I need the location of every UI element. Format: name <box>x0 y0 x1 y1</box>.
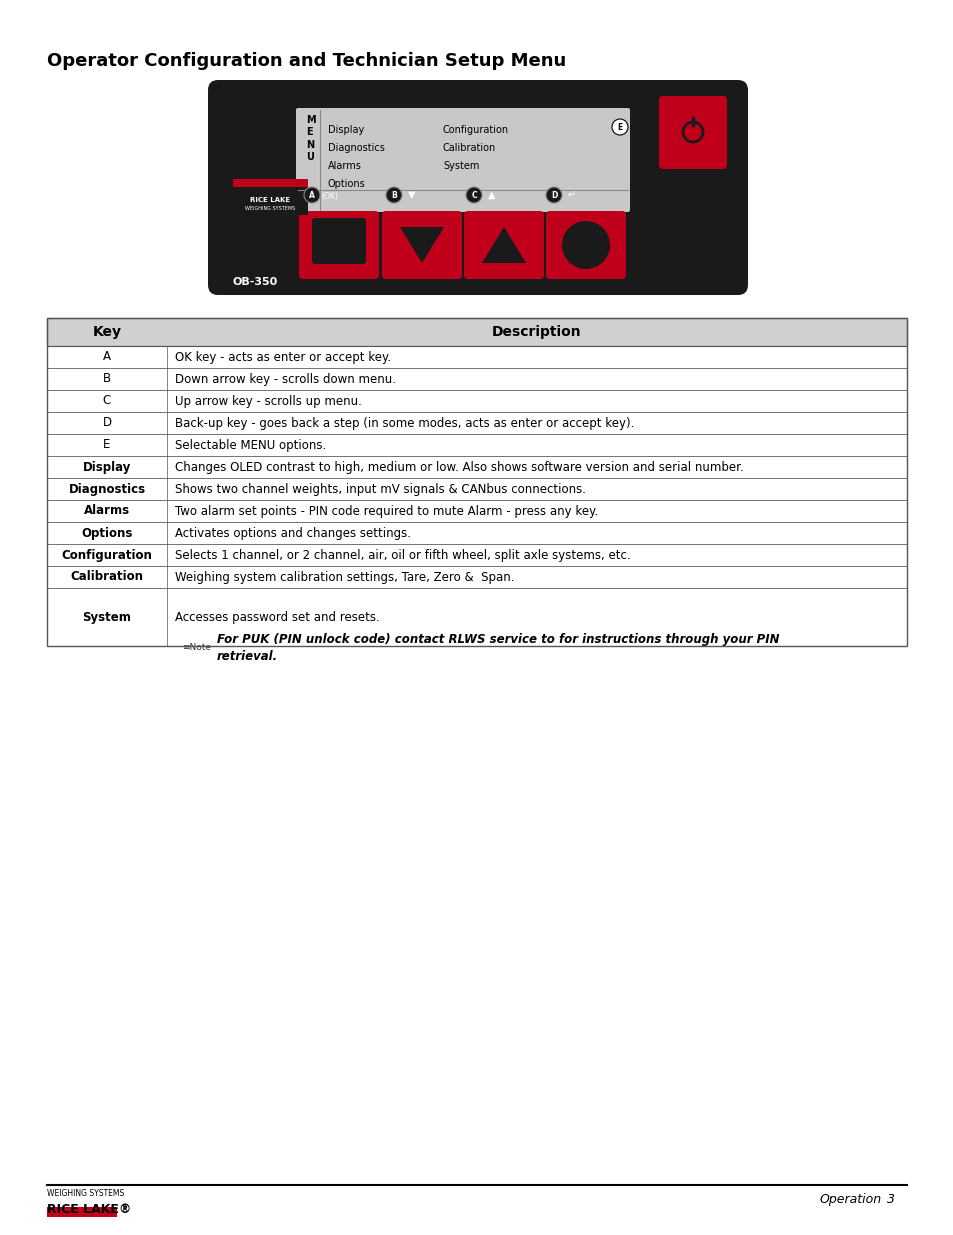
Text: OK key - acts as enter or accept key.: OK key - acts as enter or accept key. <box>174 351 391 363</box>
Circle shape <box>612 119 627 135</box>
Bar <box>47 456 906 478</box>
Bar <box>47 317 906 646</box>
Text: D: D <box>102 416 112 430</box>
Text: ▼: ▼ <box>408 190 416 200</box>
Text: Activates options and changes settings.: Activates options and changes settings. <box>174 526 411 540</box>
Text: Selects 1 channel, or 2 channel, air, oil or fifth wheel, split axle systems, et: Selects 1 channel, or 2 channel, air, oi… <box>174 548 630 562</box>
Text: Back-up key - goes back a step (in some modes, acts as enter or accept key).: Back-up key - goes back a step (in some … <box>174 416 634 430</box>
Text: Shows two channel weights, input mV signals & CANbus connections.: Shows two channel weights, input mV sign… <box>174 483 585 495</box>
Bar <box>47 478 906 500</box>
Circle shape <box>465 186 481 203</box>
Text: A: A <box>103 351 111 363</box>
Text: Configuration: Configuration <box>62 548 152 562</box>
Bar <box>47 566 906 588</box>
Text: M
E
N
U: M E N U <box>306 115 315 162</box>
Text: Calibration: Calibration <box>71 571 143 583</box>
FancyBboxPatch shape <box>545 211 625 279</box>
Circle shape <box>304 186 319 203</box>
Text: E: E <box>103 438 111 452</box>
FancyBboxPatch shape <box>298 211 378 279</box>
Bar <box>47 543 906 566</box>
Text: RICE LAKE®: RICE LAKE® <box>47 1203 132 1216</box>
Text: For PUK (PIN unlock code) contact RLWS service to for instructions through your : For PUK (PIN unlock code) contact RLWS s… <box>216 632 779 663</box>
Bar <box>233 179 308 186</box>
FancyBboxPatch shape <box>659 96 726 169</box>
Text: Calibration: Calibration <box>442 143 496 153</box>
Text: Configuration: Configuration <box>442 125 509 135</box>
Text: Selectable MENU options.: Selectable MENU options. <box>174 438 326 452</box>
Text: Two alarm set points - PIN code required to mute Alarm - press any key.: Two alarm set points - PIN code required… <box>174 505 598 517</box>
Bar <box>47 433 906 456</box>
Text: OB-350: OB-350 <box>233 277 278 287</box>
Bar <box>47 317 906 346</box>
Circle shape <box>545 186 561 203</box>
Text: E: E <box>617 122 622 131</box>
Bar <box>47 500 906 522</box>
Bar <box>47 368 906 390</box>
Bar <box>47 346 906 368</box>
Text: 3: 3 <box>886 1193 894 1207</box>
Text: Display: Display <box>328 125 364 135</box>
Bar <box>47 317 906 346</box>
Text: Changes OLED contrast to high, medium or low. Also shows software version and se: Changes OLED contrast to high, medium or… <box>174 461 743 473</box>
Text: Operator Configuration and Technician Setup Menu: Operator Configuration and Technician Se… <box>47 52 566 70</box>
Text: System: System <box>442 161 478 170</box>
Text: A: A <box>309 190 314 200</box>
FancyBboxPatch shape <box>208 80 747 295</box>
Text: Options: Options <box>328 179 365 189</box>
Text: B: B <box>391 190 396 200</box>
Text: D: D <box>550 190 557 200</box>
Text: Options: Options <box>81 526 132 540</box>
Text: Weighing system calibration settings, Tare, Zero &  Span.: Weighing system calibration settings, Ta… <box>174 571 514 583</box>
Text: ↵: ↵ <box>567 190 576 200</box>
Circle shape <box>386 186 401 203</box>
Text: (OK): (OK) <box>320 193 337 201</box>
Bar <box>47 522 906 543</box>
FancyBboxPatch shape <box>381 211 461 279</box>
Circle shape <box>561 221 609 269</box>
Bar <box>47 390 906 412</box>
FancyBboxPatch shape <box>233 185 308 215</box>
FancyBboxPatch shape <box>463 211 543 279</box>
Text: RICE LAKE: RICE LAKE <box>250 198 290 203</box>
Text: Display: Display <box>83 461 132 473</box>
Text: Alarms: Alarms <box>328 161 361 170</box>
Text: Up arrow key - scrolls up menu.: Up arrow key - scrolls up menu. <box>174 394 361 408</box>
Bar <box>47 588 906 646</box>
Text: Down arrow key - scrolls down menu.: Down arrow key - scrolls down menu. <box>174 373 395 385</box>
Text: WEIGHING SYSTEMS: WEIGHING SYSTEMS <box>245 206 294 211</box>
Bar <box>47 412 906 433</box>
Text: System: System <box>83 610 132 624</box>
Text: ≡Note: ≡Note <box>182 643 211 652</box>
Text: Key: Key <box>92 325 121 338</box>
Text: Description: Description <box>492 325 581 338</box>
Text: C: C <box>103 394 111 408</box>
FancyBboxPatch shape <box>312 219 366 264</box>
Text: WEIGHING SYSTEMS: WEIGHING SYSTEMS <box>47 1189 124 1198</box>
Text: C: C <box>471 190 476 200</box>
Text: Operation: Operation <box>820 1193 882 1207</box>
Text: Alarms: Alarms <box>84 505 130 517</box>
Text: Accesses password set and resets.: Accesses password set and resets. <box>174 610 379 624</box>
Polygon shape <box>481 227 525 263</box>
Polygon shape <box>399 227 443 263</box>
Bar <box>47 1207 117 1216</box>
Text: Diagnostics: Diagnostics <box>69 483 146 495</box>
Text: B: B <box>103 373 111 385</box>
Text: Diagnostics: Diagnostics <box>328 143 384 153</box>
Text: ▲: ▲ <box>488 190 495 200</box>
FancyBboxPatch shape <box>295 107 629 212</box>
